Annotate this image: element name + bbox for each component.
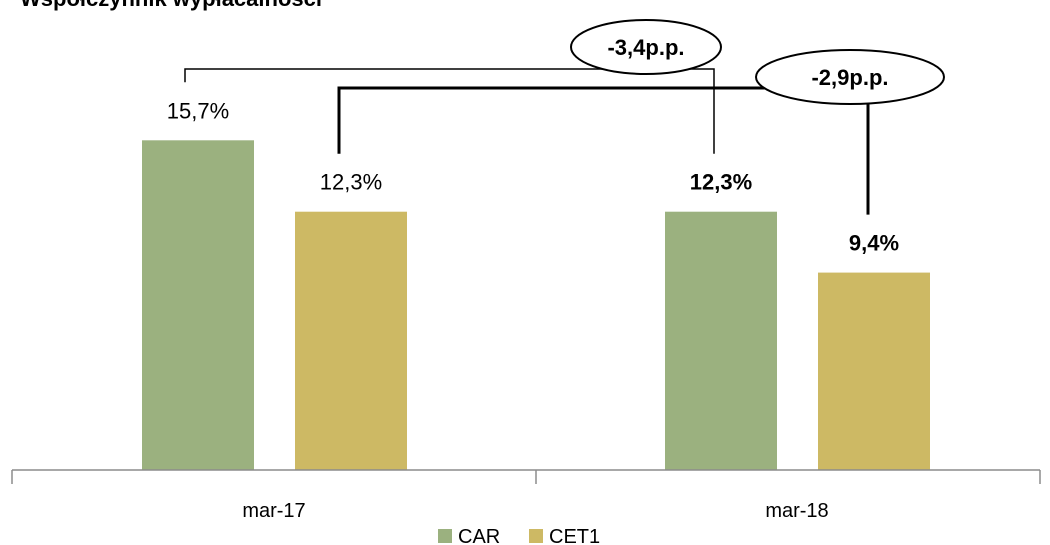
change-annotations: -3,4p.p. -2,9p.p. (570, 19, 945, 105)
data-label-car-mar-17: 15,7% (167, 98, 229, 123)
data-label-cet1-mar-18: 9,4% (849, 231, 899, 256)
chart-title: Współczynnik wypłacalności (20, 0, 322, 11)
annotation-bubble-car (570, 19, 722, 75)
legend-swatch-cet1 (529, 529, 543, 543)
bar-cet1-mar-17 (295, 211, 407, 470)
tick-label-mar-17: mar-17 (242, 500, 305, 522)
tick-label-mar-18: mar-18 (765, 500, 828, 522)
annotation-text-cet1: -2,9p.p. (811, 65, 888, 90)
connector-car (184, 68, 715, 154)
bar-car-mar-17 (142, 140, 254, 471)
connector-cet1 (337, 86, 870, 215)
legend-swatch-car (438, 529, 452, 543)
annotation-bubble-cet1 (755, 49, 945, 105)
legend-label-car: CAR (458, 526, 500, 545)
data-labels: 15,7% 12,3% 12,3% 9,4% (167, 98, 899, 255)
bar-cet1-mar-18 (818, 272, 930, 470)
x-axis: mar-17 mar-18 (11, 469, 1041, 522)
bar-car-mar-18 (665, 211, 777, 470)
bars (142, 140, 930, 471)
legend: CAR CET1 (438, 526, 600, 545)
data-label-car-mar-18: 12,3% (690, 170, 752, 195)
annotation-text-car: -3,4p.p. (607, 35, 684, 60)
change-connectors (184, 68, 870, 215)
data-label-cet1-mar-17: 12,3% (320, 170, 382, 195)
legend-label-cet1: CET1 (549, 526, 600, 545)
